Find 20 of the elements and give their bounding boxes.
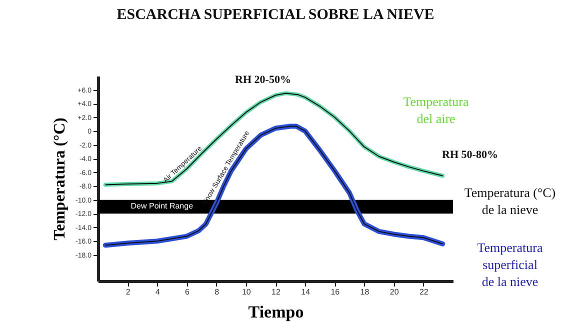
x-tick-label: 18	[360, 288, 370, 296]
x-tick-label: 2	[126, 288, 131, 296]
x-tick-label: 6	[185, 288, 190, 296]
y-axis-title: Temperatura (°C)	[52, 118, 69, 240]
x-axis-title: Tiempo	[248, 302, 304, 322]
x-tick-label: 4	[155, 288, 160, 296]
x-tick-label: 14	[301, 288, 311, 296]
x-tick-label: 10	[242, 288, 252, 296]
x-tick-label: 20	[390, 288, 400, 296]
text: Temperatura (°C) de la nieve	[464, 185, 556, 217]
x-tick-label: 12	[272, 288, 281, 296]
x-tick-label: 8	[214, 288, 220, 296]
annotation: RH 20-50%	[235, 74, 291, 86]
annotation: Temperatura del aire	[403, 94, 469, 126]
annotation: RH 50-80%	[442, 149, 498, 161]
x-tick-label: 16	[330, 288, 340, 296]
chart-title: ESCARCHA SUPERFICIAL SOBRE LA NIEVE	[116, 7, 434, 23]
text: Temperatura superficial de la nieve	[477, 240, 543, 289]
band-label: Dew Point Range	[130, 202, 194, 211]
x-tick-label: 22	[419, 288, 429, 296]
